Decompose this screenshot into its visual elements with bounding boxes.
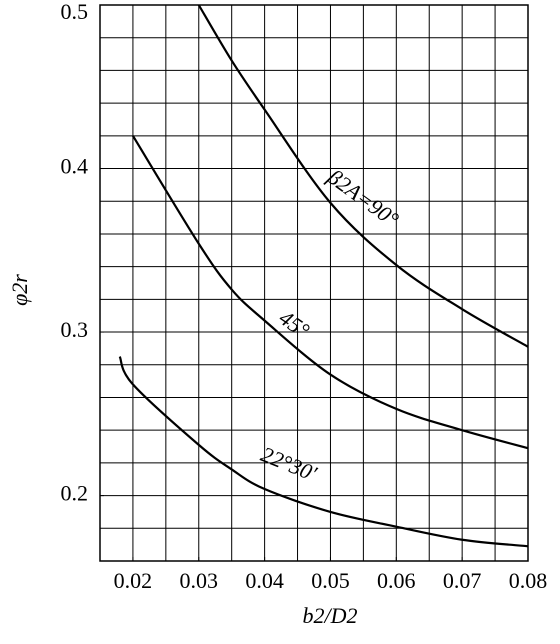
y-tick-label: 0.2: [61, 481, 89, 506]
x-tick-label: 0.05: [311, 568, 350, 593]
y-tick-label: 0.4: [61, 154, 89, 179]
x-axis-label: b2/D2: [303, 603, 358, 628]
y-tick-label: 0.3: [61, 317, 89, 342]
curve-label: 45°: [275, 305, 315, 343]
plot-frame: [99, 4, 529, 562]
x-tick-label: 0.06: [377, 568, 416, 593]
curve-label: 22°30′: [258, 441, 322, 486]
y-tick-label: 0.5: [61, 0, 89, 24]
curve: [131, 135, 529, 450]
x-tick-label: 0.07: [443, 568, 482, 593]
x-tick-label: 0.08: [509, 568, 548, 593]
curve: [197, 4, 529, 348]
curve: [118, 356, 529, 548]
x-tick-label: 0.04: [245, 568, 284, 593]
x-tick-label: 0.02: [114, 568, 153, 593]
x-tick-label: 0.03: [180, 568, 219, 593]
y-axis-label: φ2r: [7, 274, 32, 306]
